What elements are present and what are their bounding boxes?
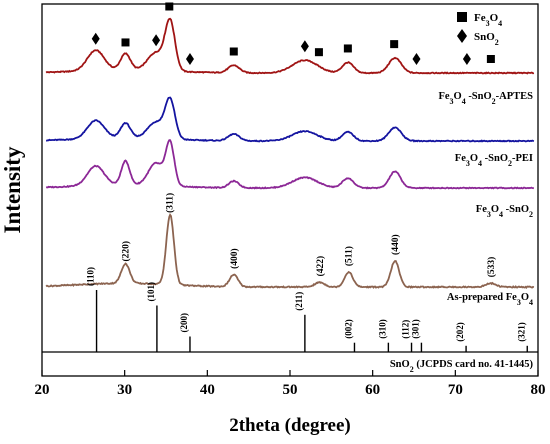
- reference-line-label: (101): [146, 282, 156, 302]
- peak-index-label: (400): [229, 248, 240, 269]
- fe3o4-marker: [486, 55, 495, 63]
- series-label: As-prepared Fe3O4: [447, 292, 533, 307]
- legend: Fe3O4 SnO2: [457, 12, 502, 47]
- reference-line-label: (211): [294, 292, 304, 311]
- reference-line-label: (321): [516, 322, 526, 342]
- fe3o4-marker: [121, 38, 130, 47]
- series-line: [46, 96, 535, 143]
- legend-label: Fe3O4: [474, 12, 502, 28]
- x-tick-label: 50: [283, 382, 298, 398]
- series-fe3o4-sno2: Fe3O4 -SnO2: [45, 139, 535, 219]
- x-tick-label: 20: [35, 382, 50, 398]
- series-as-prepared-fe3o4: As-prepared Fe3O4 (220) (311) (400) (422) (51…: [45, 193, 535, 307]
- peak-index-label: (311): [164, 193, 175, 213]
- legend-square-icon: [457, 12, 467, 22]
- fe3o4-marker: [343, 44, 352, 53]
- sno2-marker: [412, 52, 421, 65]
- x-tick-label: 60: [365, 382, 380, 398]
- legend-label: SnO2: [474, 31, 499, 47]
- series-fe3o4-sno2-pei: Fe3O4 -SnO2-PEI: [46, 96, 535, 168]
- x-tick-label: 70: [448, 382, 463, 398]
- peak-index-label: (533): [486, 257, 497, 278]
- sno2-marker: [300, 40, 309, 53]
- x-tick-label: 30: [117, 382, 132, 398]
- peak-index-label: (422): [315, 256, 326, 277]
- reference-line-label: (301): [410, 319, 420, 339]
- series-label: Fe3O4 -SnO2-PEI: [455, 153, 533, 168]
- x-axis-label: 2theta (degree): [229, 415, 351, 436]
- y-axis-label: Intensity: [0, 146, 25, 233]
- sno2-marker: [462, 53, 471, 65]
- legend-diamond-icon: [457, 29, 467, 43]
- fe3o4-marker: [229, 47, 238, 56]
- fe3o4-marker: [390, 40, 399, 49]
- series-line: [45, 17, 535, 75]
- peak-index-label: (220): [120, 241, 131, 262]
- plot-area: Fe3O4 -SnO2-APTES Fe3O4 -SnO2-PEI Fe3O4 -S…: [42, 2, 538, 374]
- peak-index-label: (511): [344, 246, 355, 266]
- reference-line-label: (310): [377, 319, 387, 339]
- x-axis: 20 30 40 50 60 70 80: [35, 370, 546, 398]
- series-label: Fe3O4 -SnO2: [476, 204, 533, 219]
- series-line: [45, 212, 535, 289]
- x-tick-label: 40: [200, 382, 215, 398]
- reference-line-label: (200): [179, 313, 189, 333]
- reference-pattern: (110) (101) (200) (211) (002) (310) (112) (301)…: [42, 267, 538, 374]
- reference-line-label: (002): [343, 319, 353, 339]
- series-line: [45, 139, 535, 190]
- reference-line-label: (112): [401, 320, 411, 339]
- sno2-marker: [152, 34, 161, 47]
- reference-label: SnO2 (JCPDS card no. 41-1445): [390, 359, 534, 374]
- series-label: Fe3O4 -SnO2-APTES: [438, 91, 533, 106]
- fe3o4-marker: [314, 48, 323, 57]
- peak-index-label: (440): [390, 234, 401, 255]
- sno2-marker: [185, 52, 194, 65]
- reference-line-label: (110): [86, 267, 96, 286]
- reference-line-label: (202): [455, 322, 465, 342]
- series-fe3o4-sno2-aptes: Fe3O4 -SnO2-APTES: [45, 2, 535, 106]
- sno2-marker: [91, 32, 100, 45]
- fe3o4-marker: [165, 2, 174, 11]
- x-tick-label: 80: [531, 382, 546, 398]
